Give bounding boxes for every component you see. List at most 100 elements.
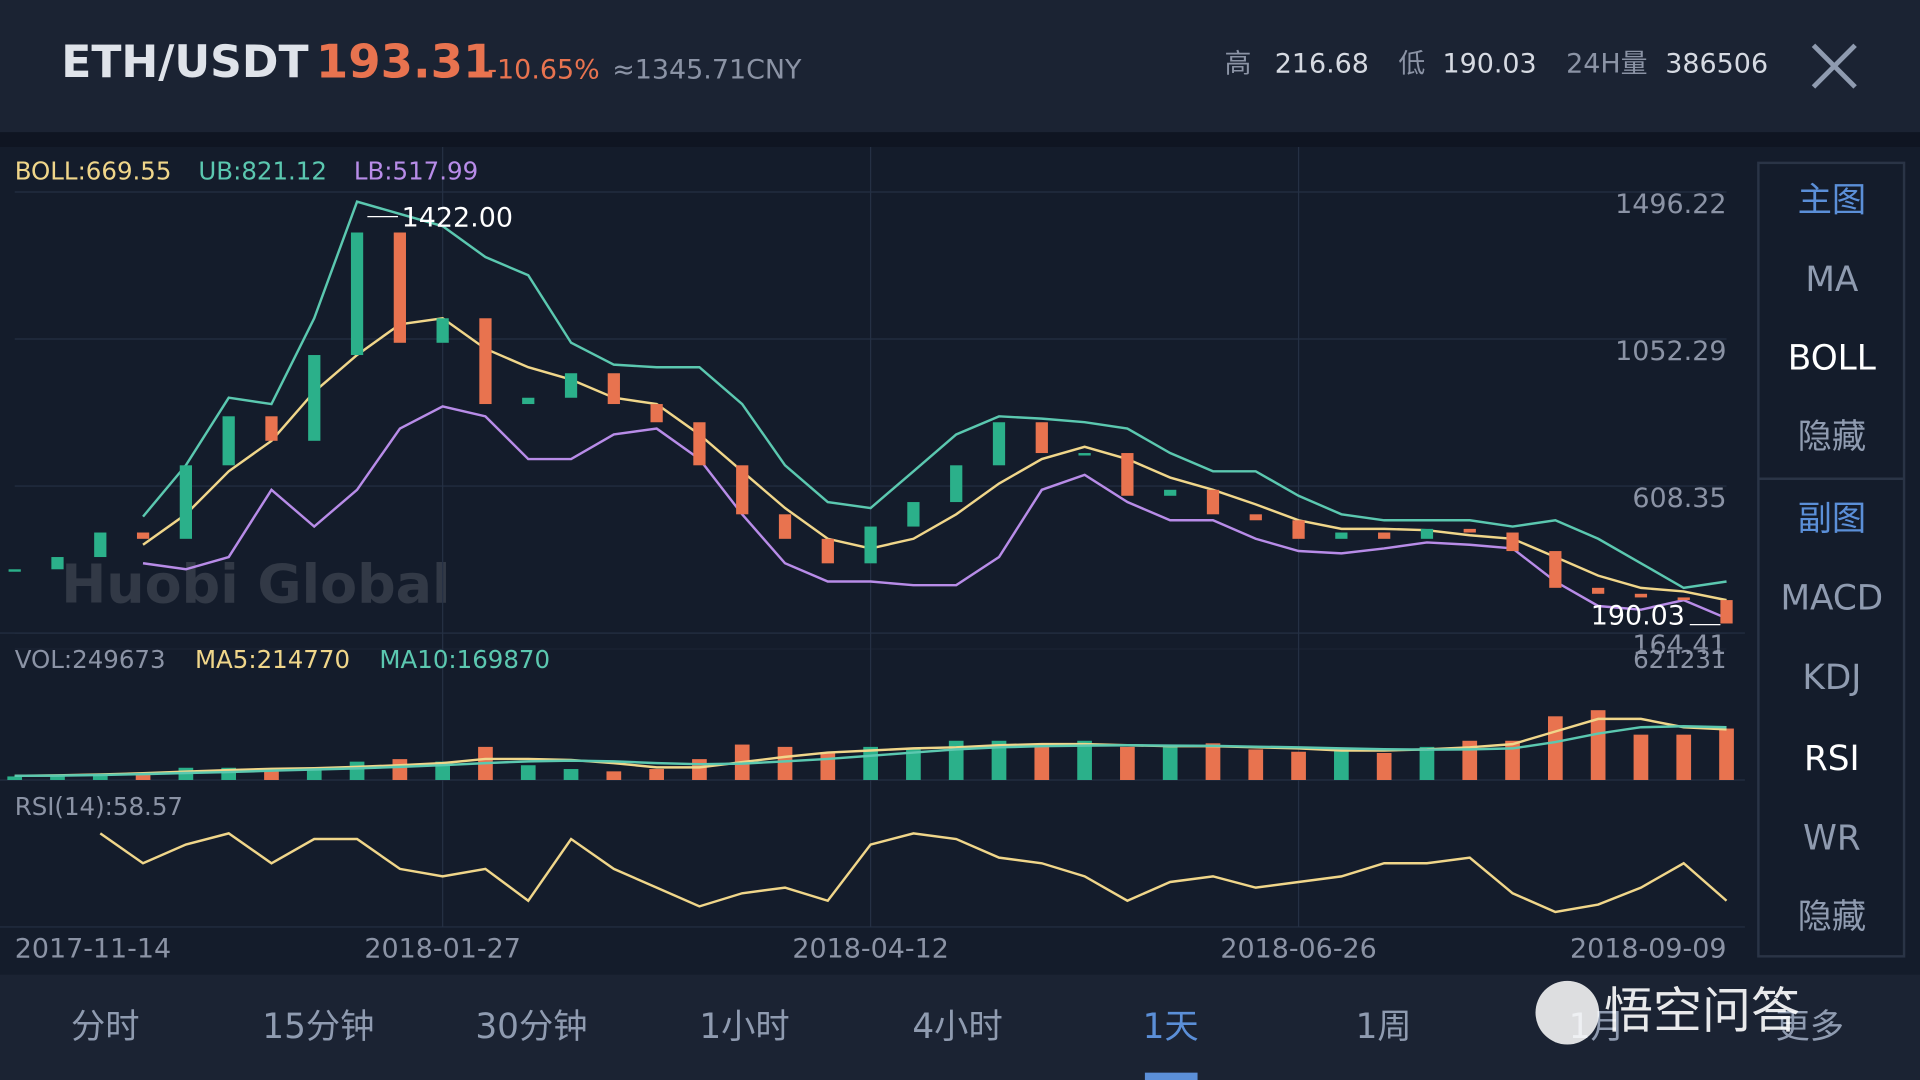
volume-bar (264, 769, 279, 780)
volume-bar (1419, 746, 1435, 780)
candle (1206, 489, 1220, 515)
candle (136, 532, 150, 539)
volume-bar (991, 740, 1007, 780)
volume-bar (1376, 753, 1392, 780)
volume-bar (649, 769, 664, 780)
high-label: 高 (1224, 48, 1251, 79)
volume-bar (1590, 710, 1606, 780)
candle (907, 502, 920, 527)
candle (1035, 422, 1048, 454)
separator (0, 132, 1920, 147)
y-tick-label: 1496.22 (1615, 189, 1726, 220)
volume-bar (820, 753, 836, 780)
watermark-icon (1535, 980, 1600, 1045)
candle (1720, 600, 1733, 624)
pair: ETH/USDT (61, 37, 308, 88)
volume-bar (1291, 751, 1306, 780)
legend-entry: BOLL:669.55 (15, 157, 172, 186)
watermark: 悟空问答 (1604, 982, 1800, 1039)
volume-bar (92, 773, 108, 780)
y-tick-label: 621231 (1633, 645, 1726, 674)
volume-bar (563, 769, 579, 780)
candle (393, 232, 406, 343)
legend-entry: LB:517.99 (354, 157, 478, 186)
close-button[interactable] (1811, 43, 1857, 89)
sidebar-item[interactable]: WR (1803, 819, 1861, 859)
watermark: Huobi Global (61, 552, 450, 615)
candle (350, 232, 364, 356)
plot: 2017-11-14 2018-01-27 2018-04-12 2018-06-26… (0, 146, 1745, 965)
sidebar-item[interactable]: MA (1805, 260, 1859, 300)
volume-bar (50, 775, 65, 780)
volume-ma-line (14, 725, 1727, 778)
candle (1078, 453, 1091, 456)
tab[interactable]: 更多 (1776, 1007, 1845, 1047)
candle (1164, 489, 1177, 496)
y-tick-label: 164.41 (1632, 630, 1726, 661)
low: 190.03 (1442, 48, 1536, 79)
volume: 386506 (1665, 48, 1768, 79)
volume-bar (1248, 749, 1264, 780)
legend-entry: UB:821.12 (198, 157, 327, 186)
candle (821, 538, 834, 564)
tab[interactable]: 1周 (1356, 1007, 1412, 1047)
volume-bar (1719, 728, 1734, 780)
volume-bar (1505, 740, 1520, 780)
candle (436, 318, 449, 343)
sidebar-item[interactable]: KDJ (1802, 658, 1861, 698)
candle (1677, 597, 1690, 601)
close-icon[interactable] (1811, 43, 1857, 89)
tab[interactable]: 15分钟 (262, 1007, 374, 1047)
band-line (142, 200, 1727, 590)
panel-title: RSI(14):58.57 (15, 792, 183, 821)
x-tick-label: 2017-11-14 (15, 934, 171, 965)
volume-bar (135, 772, 151, 780)
candle (179, 465, 192, 539)
sidebar-item[interactable]: 隐藏 (1798, 417, 1867, 457)
price: 193.31 (316, 34, 496, 88)
tab[interactable]: 分时 (71, 1007, 140, 1047)
candle (479, 318, 492, 405)
candle (1420, 528, 1434, 539)
sidebar-item[interactable]: 隐藏 (1798, 897, 1867, 937)
tab-active[interactable]: 1天 (1143, 1007, 1199, 1047)
sidebar-item[interactable]: BOLL (1788, 338, 1876, 378)
candle (693, 422, 706, 466)
y-tick-label: 608.35 (1632, 483, 1726, 514)
low-label: 低 (1398, 48, 1425, 79)
candle (607, 373, 620, 405)
sidebar-item[interactable]: MACD (1780, 579, 1883, 619)
band-line (142, 316, 1727, 602)
tab-underline (1144, 1072, 1198, 1080)
tab[interactable]: 4小时 (912, 1007, 1002, 1047)
candle (1463, 528, 1476, 533)
candle (736, 465, 749, 515)
volume-bar (392, 759, 408, 780)
volume-bar (1633, 734, 1649, 780)
volume-bar (606, 771, 622, 780)
candle (1292, 520, 1305, 539)
sidebar-item[interactable]: RSI (1804, 739, 1860, 779)
sidebar-heading: 副图 (1798, 499, 1867, 539)
candle (51, 557, 64, 570)
volume-bar (1548, 716, 1563, 780)
panel-title: VOL:249673 (15, 645, 166, 674)
x-tick-label: 2018-09-09 (1570, 934, 1726, 965)
band-line (142, 405, 1728, 620)
tab[interactable]: 30分钟 (475, 1007, 587, 1047)
volume-bar (1034, 746, 1050, 780)
candle (308, 355, 321, 441)
cny-price: ≈1345.71CNY (612, 55, 802, 86)
volume-bar (1077, 740, 1092, 780)
legend-entry: MA5:214770 (195, 645, 350, 674)
candle (650, 404, 663, 423)
candle (950, 465, 963, 503)
candle (864, 526, 877, 564)
candle (1121, 453, 1134, 496)
sidebar-heading: 主图 (1798, 181, 1867, 221)
change: -10.65% (487, 55, 599, 86)
candle (1378, 532, 1391, 539)
tab[interactable]: 1小时 (699, 1007, 789, 1047)
